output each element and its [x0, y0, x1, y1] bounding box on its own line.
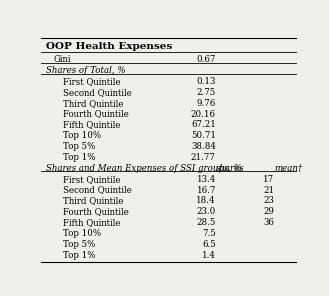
- Text: First Quintile: First Quintile: [63, 175, 120, 184]
- Text: Third Quintile: Third Quintile: [63, 197, 123, 205]
- Text: 17: 17: [263, 175, 274, 184]
- Text: Third Quintile: Third Quintile: [63, 99, 123, 108]
- Text: Gini: Gini: [54, 55, 71, 64]
- Text: Top 5%: Top 5%: [63, 240, 95, 249]
- Text: 9.76: 9.76: [196, 99, 216, 108]
- Text: Fourth Quintile: Fourth Quintile: [63, 207, 129, 216]
- Text: 21.77: 21.77: [191, 153, 216, 162]
- Text: 28.5: 28.5: [196, 218, 216, 227]
- Text: 23.0: 23.0: [196, 207, 216, 216]
- Text: 20.16: 20.16: [191, 110, 216, 119]
- Text: 0.67: 0.67: [196, 55, 216, 64]
- Text: 38.84: 38.84: [191, 142, 216, 151]
- Text: 7.5: 7.5: [202, 229, 216, 238]
- Text: Fourth Quintile: Fourth Quintile: [63, 110, 129, 119]
- Text: 23: 23: [264, 197, 274, 205]
- Text: mean†: mean†: [274, 164, 303, 173]
- Text: First Quintile: First Quintile: [63, 77, 120, 86]
- Text: Top 5%: Top 5%: [63, 142, 95, 151]
- Text: 1.4: 1.4: [202, 251, 216, 260]
- Text: Top 10%: Top 10%: [63, 229, 101, 238]
- Text: 6.5: 6.5: [202, 240, 216, 249]
- Text: shares: shares: [216, 164, 244, 173]
- Text: 21: 21: [263, 186, 274, 194]
- Text: Top 10%: Top 10%: [63, 131, 101, 140]
- Text: OOP Health Expenses: OOP Health Expenses: [46, 42, 172, 51]
- Text: Shares and Mean Expenses of SSI groups, %: Shares and Mean Expenses of SSI groups, …: [46, 164, 242, 173]
- Text: 36: 36: [264, 218, 274, 227]
- Text: 50.71: 50.71: [191, 131, 216, 140]
- Text: Second Quintile: Second Quintile: [63, 88, 132, 97]
- Text: Shares of Total, %: Shares of Total, %: [46, 66, 126, 75]
- Text: Top 1%: Top 1%: [63, 153, 95, 162]
- Text: Top 1%: Top 1%: [63, 251, 95, 260]
- Text: 67.21: 67.21: [191, 120, 216, 129]
- Text: 13.4: 13.4: [196, 175, 216, 184]
- Text: 29: 29: [264, 207, 274, 216]
- Text: Fifth Quintile: Fifth Quintile: [63, 218, 120, 227]
- Text: 0.13: 0.13: [196, 77, 216, 86]
- Text: 2.75: 2.75: [196, 88, 216, 97]
- Text: Second Quintile: Second Quintile: [63, 186, 132, 194]
- Text: 16.7: 16.7: [196, 186, 216, 194]
- Text: Fifth Quintile: Fifth Quintile: [63, 120, 120, 129]
- Text: 18.4: 18.4: [196, 197, 216, 205]
